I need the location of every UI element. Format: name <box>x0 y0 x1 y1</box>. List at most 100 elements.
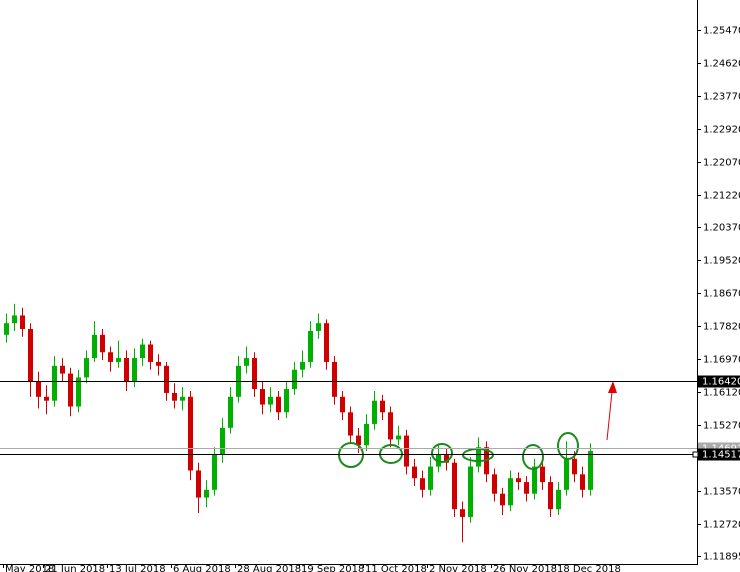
candle-body <box>412 466 417 479</box>
y-tick-label: 1.11895 <box>703 552 740 563</box>
candle-body <box>164 365 169 393</box>
candle-body <box>556 489 561 510</box>
candle-body <box>204 489 209 498</box>
level-label: 1.16420 <box>702 377 740 388</box>
candle-body <box>108 352 113 362</box>
candle-body <box>220 427 225 455</box>
candle-body <box>84 358 89 378</box>
candle-body <box>148 344 153 362</box>
candle-body <box>452 462 457 510</box>
candle-body <box>316 323 321 331</box>
candle-body <box>188 396 193 471</box>
y-tick-label: 1.19520 <box>703 256 740 267</box>
candle-body <box>348 412 353 436</box>
x-tick-label: 19 Sep 2018 <box>301 564 364 572</box>
y-tick-label: 1.17820 <box>703 322 740 333</box>
plot-area <box>4 303 593 543</box>
candle-body <box>500 493 505 506</box>
candle-body <box>156 361 161 366</box>
candle-body <box>68 373 73 407</box>
x-tick-label: 21 Jun 2018 <box>45 564 105 572</box>
y-tick-label: 1.22920 <box>703 125 740 136</box>
candle-body <box>132 358 137 382</box>
candle-body <box>580 474 585 490</box>
candle-body <box>100 334 105 353</box>
candle-body <box>356 435 361 446</box>
candle-body <box>364 423 369 446</box>
candle-body <box>372 400 377 424</box>
y-tick-label: 1.15270 <box>703 421 740 432</box>
candle-body <box>572 458 577 475</box>
candle-body <box>380 400 385 413</box>
candle-body <box>212 454 217 490</box>
candle-body <box>532 466 537 494</box>
level-handle <box>692 451 699 458</box>
level-label-box <box>698 448 740 461</box>
candle-body <box>92 334 97 359</box>
candle-body <box>28 329 33 382</box>
candle-body <box>324 323 329 362</box>
candle-body <box>60 365 65 374</box>
level-label: 1.14517 <box>702 450 740 461</box>
candle-body <box>396 435 401 440</box>
candle-body <box>332 361 337 397</box>
candle-body <box>428 466 433 490</box>
candle-body <box>548 482 553 510</box>
candle-body <box>116 358 121 362</box>
candle-body <box>52 365 57 401</box>
candle-body <box>468 466 473 517</box>
candle-body <box>4 323 9 335</box>
y-tick-label: 1.20370 <box>703 223 740 234</box>
y-tick-label: 1.18670 <box>703 289 740 300</box>
candle-body <box>124 358 129 382</box>
candle-body <box>476 447 481 467</box>
candle-body <box>196 470 201 498</box>
arrow-head <box>608 381 617 393</box>
candle-body <box>492 474 497 494</box>
y-tick-label: 1.22070 <box>703 158 740 169</box>
y-tick-label: 1.24620 <box>703 59 740 70</box>
candle-body <box>300 361 305 370</box>
x-tick-label: 13 Jul 2018 <box>109 564 166 572</box>
arrow-shaft <box>606 391 613 441</box>
candle-body <box>308 330 313 362</box>
candle-body <box>276 396 281 413</box>
x-tick-label: 18 Dec 2018 <box>557 564 621 572</box>
candle-body <box>228 396 233 428</box>
candle-body <box>420 478 425 490</box>
y-tick-label: 1.16970 <box>703 355 740 366</box>
candle-body <box>140 344 145 359</box>
candle-body <box>268 396 273 405</box>
x-tick-label: 28 Aug 2018 <box>237 564 301 572</box>
candle-body <box>460 509 465 517</box>
candle-body <box>508 478 513 506</box>
candle-body <box>340 396 345 413</box>
circle-annotation <box>431 443 453 463</box>
candle-body <box>524 482 529 494</box>
y-tick-label: 1.21220 <box>703 191 740 202</box>
candle-body <box>540 466 545 483</box>
candle-body <box>12 315 17 324</box>
x-tick-label: 26 Nov 2018 <box>493 564 557 572</box>
candle-body <box>260 389 265 405</box>
x-tick-label: 11 Oct 2018 <box>365 564 427 572</box>
candle-body <box>292 369 297 390</box>
level-label-box <box>698 375 740 388</box>
y-tick-label: 1.25470 <box>703 26 740 37</box>
x-tick-label: 2 Nov 2018 <box>429 564 487 572</box>
candle-body <box>244 358 249 366</box>
y-tick-label: 1.13570 <box>703 487 740 498</box>
candle-body <box>76 377 81 407</box>
candle-body <box>516 478 521 483</box>
x-tick-label: May 2018 <box>5 564 54 572</box>
annotations <box>338 432 579 470</box>
candle-body <box>44 396 49 401</box>
candle-body <box>180 396 185 401</box>
candle-body <box>444 454 449 463</box>
candle-body <box>252 358 257 390</box>
candle-body <box>20 315 25 330</box>
y-tick-label: 1.16120 <box>703 388 740 399</box>
y-tick-label: 1.23770 <box>703 92 740 103</box>
